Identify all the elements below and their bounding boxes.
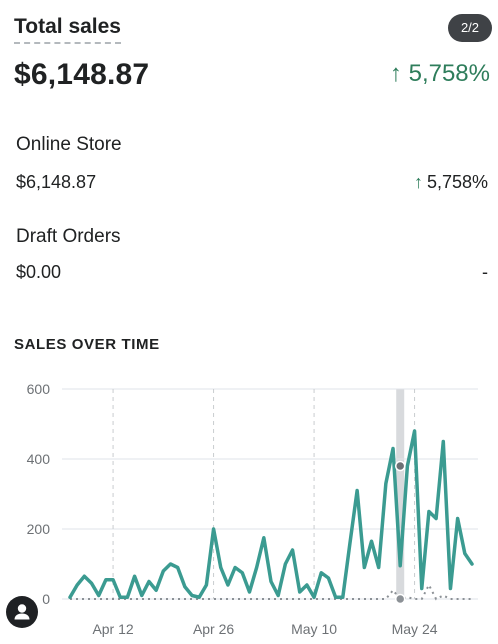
y-tick-label: 400 bbox=[27, 451, 51, 467]
x-tick-label: Apr 26 bbox=[193, 621, 234, 637]
hover-point-current bbox=[394, 460, 406, 472]
x-tick-label: Apr 12 bbox=[92, 621, 133, 637]
online-store-label: Online Store bbox=[16, 134, 122, 155]
avatar[interactable] bbox=[6, 596, 38, 628]
draft-orders-value: $0.00 bbox=[16, 262, 62, 282]
x-tick-label: May 10 bbox=[291, 621, 337, 637]
hover-point-previous bbox=[394, 593, 406, 605]
sales-over-time-chart[interactable]: 600 400 200 0 Apr 12 Apr 26 May 10 May 24 bbox=[0, 370, 498, 644]
header: Total sales 2/2 bbox=[14, 14, 492, 46]
y-tick-label: 200 bbox=[27, 521, 51, 537]
y-tick-label: 600 bbox=[27, 381, 51, 397]
online-store-change-value: 5,758% bbox=[426, 172, 488, 192]
y-tick-label: 0 bbox=[42, 591, 50, 607]
sales-series-line bbox=[68, 429, 474, 599]
person-icon bbox=[14, 604, 30, 620]
online-store-value: $6,148.87 bbox=[16, 172, 97, 192]
draft-orders-change: - bbox=[482, 262, 488, 282]
total-sales-change: ↑ 5,758% bbox=[389, 60, 490, 87]
page-indicator-badge[interactable]: 2/2 bbox=[448, 14, 492, 42]
hover-highlight-band bbox=[396, 389, 405, 599]
arrow-up-icon: ↑ bbox=[413, 172, 423, 192]
total-sales-value: $6,148.87 bbox=[14, 58, 150, 91]
sales-over-time-title: SALES OVER TIME bbox=[14, 336, 160, 353]
draft-orders-label: Draft Orders bbox=[16, 226, 121, 247]
card-title[interactable]: Total sales bbox=[14, 14, 121, 44]
online-store-change: ↑ 5,758% bbox=[414, 172, 488, 193]
x-tick-label: May 24 bbox=[392, 621, 438, 637]
